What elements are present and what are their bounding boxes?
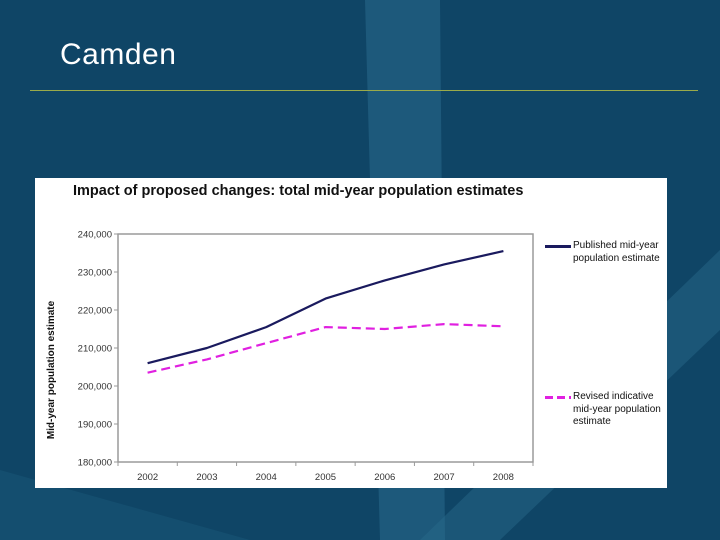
legend-label-published: Published mid-year population estimate <box>573 240 660 264</box>
title-divider <box>30 90 698 91</box>
slide-title: Camden <box>60 38 177 71</box>
y-tick-label: 230,000 <box>78 268 112 279</box>
chart-title: Impact of proposed changes: total mid-ye… <box>73 183 524 199</box>
x-tick-label: 2003 <box>196 472 217 483</box>
chart-panel: 180,000 190,000 200,000 210,000 220,000 230,0… <box>35 178 667 488</box>
legend-label-revised: Revised indicative mid-year population e… <box>573 391 661 427</box>
x-tick-label: 2006 <box>374 472 395 483</box>
x-tick-label: 2008 <box>493 472 514 483</box>
series-line-published <box>147 250 504 365</box>
x-tick-label: 2002 <box>137 472 158 483</box>
y-tick-label: 190,000 <box>78 420 112 431</box>
y-tick-label: 220,000 <box>78 306 112 317</box>
y-tick-label: 210,000 <box>78 344 112 355</box>
x-tick-label: 2007 <box>434 472 455 483</box>
legend-swatch-revised <box>545 396 571 399</box>
y-axis-label: Mid-year population estimate <box>46 300 57 439</box>
y-tick-label: 200,000 <box>78 382 112 393</box>
x-tick-label: 2005 <box>315 472 336 483</box>
y-tick-label: 240,000 <box>78 230 112 241</box>
plot-area-frame <box>117 233 534 463</box>
legend-swatch-published <box>545 245 571 248</box>
line-chart: 180,000 190,000 200,000 210,000 220,000 230,0… <box>46 230 534 483</box>
x-tick-label: 2004 <box>256 472 277 483</box>
y-tick-label: 180,000 <box>78 458 112 469</box>
